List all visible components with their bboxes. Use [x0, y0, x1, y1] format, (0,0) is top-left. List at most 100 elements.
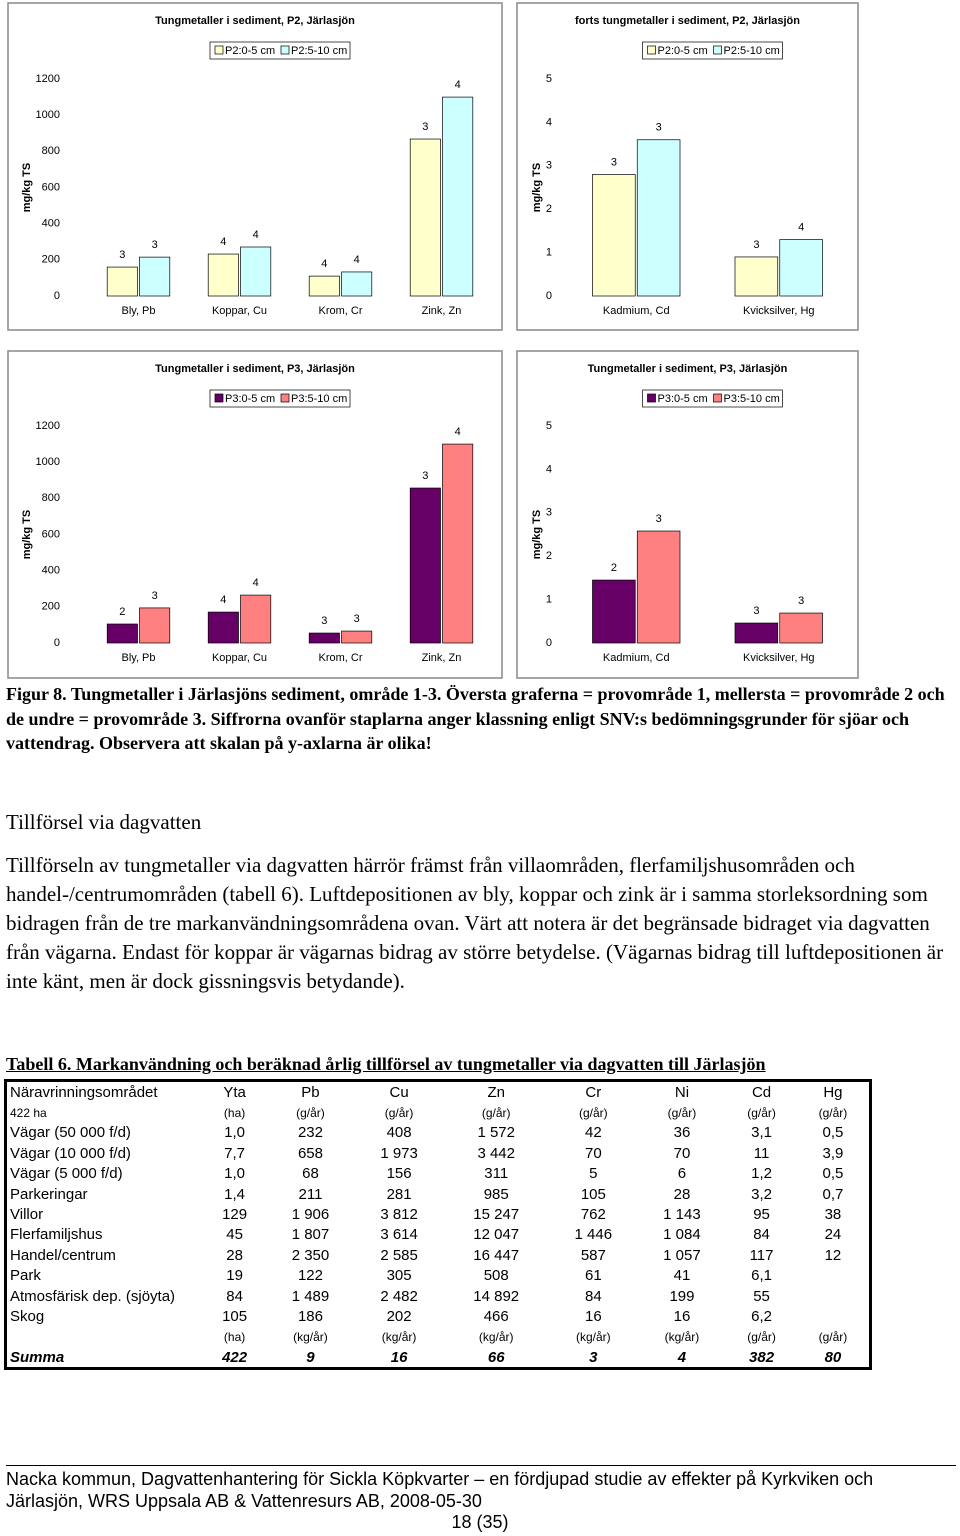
table-cell: Handel/centrum	[10, 1246, 116, 1264]
y-tick-label: 0	[546, 290, 552, 302]
table-cell: Pb	[301, 1083, 320, 1101]
legend-label: P2:5-10 cm	[724, 45, 780, 57]
y-tick-label: 0	[546, 637, 552, 649]
class-label: 3	[753, 239, 759, 251]
table: Näravrinningsområdet Yta Pb Cu Zn Cr Ni Cd Hg 422…	[4, 1079, 872, 1371]
table-cell: Hg	[823, 1083, 843, 1101]
table-cell: (g/år)	[384, 1105, 414, 1120]
bar	[207, 611, 239, 644]
table-cell: 1,0	[224, 1124, 245, 1142]
table-cell: 305	[386, 1267, 412, 1285]
table-cell: Vägar (10 000 f/d)	[10, 1144, 131, 1162]
table-cell: Näravrinningsområdet	[10, 1083, 158, 1101]
table-cell: (g/år)	[667, 1105, 697, 1120]
x-tick-label: Bly, Pb	[121, 652, 155, 664]
table-cell: (kg/år)	[664, 1329, 700, 1344]
class-label: 3	[354, 613, 360, 625]
table-cell: 84	[226, 1287, 243, 1305]
table-cell: (g/år)	[747, 1105, 776, 1120]
table-cell: 3,2	[751, 1185, 772, 1203]
y-tick-label: 3	[546, 160, 552, 172]
legend-label: P3:0-5 cm	[658, 393, 708, 405]
table-cell: Vägar (50 000 f/d)	[10, 1124, 131, 1142]
table-row: Villor 129 1 906 3 812 15 247 762 1 143 95 38	[6, 1204, 871, 1224]
table-cell: 0,5	[822, 1165, 844, 1183]
y-tick-label: 4	[546, 463, 552, 475]
table-cell: 84	[753, 1226, 770, 1244]
y-tick-label: 1	[546, 594, 552, 606]
table-cell: 658	[297, 1144, 323, 1162]
table-cell: 311	[484, 1165, 509, 1183]
x-tick-label: Kadmium, Cd	[603, 305, 670, 317]
class-label: 4	[455, 426, 461, 438]
x-tick-label: Koppar, Cu	[212, 305, 267, 317]
x-tick-label: Zink, Zn	[422, 652, 462, 664]
y-tick-label: 5	[546, 73, 552, 85]
table-cell: 985	[483, 1185, 509, 1203]
table-row: Vägar (5 000 f/d) 1,0 68 156 311 5 6 1,2 0,5	[6, 1164, 871, 1184]
footer-line: Järlasjön, WRS Uppsala AB & Vattenresurs…	[6, 1491, 482, 1511]
table-cell: 16	[584, 1307, 602, 1325]
table-cell: Cr	[585, 1083, 602, 1101]
class-label: 4	[455, 79, 461, 91]
y-tick-label: 600	[42, 528, 60, 540]
y-tick-label: 1000	[36, 456, 60, 468]
footer: Nacka kommun, Dagvattenhantering för Sic…	[6, 1465, 956, 1512]
table-cell: 422	[222, 1348, 248, 1366]
legend-label: P3:5-10 cm	[724, 393, 780, 405]
y-tick-label: 0	[54, 637, 60, 649]
bar	[779, 612, 823, 644]
table-row: Näravrinningsområdet Yta Pb Cu Zn Cr Ni Cd Hg	[6, 1081, 871, 1103]
table-cell: 3	[589, 1348, 598, 1366]
table-cell: Flerfamiljshus	[10, 1226, 103, 1244]
table-cell: 3 614	[380, 1226, 418, 1244]
table-cell: Ni	[674, 1083, 690, 1101]
table-cell	[797, 1266, 871, 1286]
class-label: 2	[119, 606, 125, 618]
table-cell: 84	[584, 1287, 602, 1305]
table-cell: 1,0	[224, 1165, 245, 1183]
footer-line: Nacka kommun, Dagvattenhantering för Sic…	[6, 1469, 874, 1489]
table-cell: 36	[673, 1124, 691, 1142]
table-cell: 1 143	[663, 1206, 701, 1224]
bar	[636, 530, 681, 644]
table-row: Parkeringar 1,4 211 281 985 105 28 3,2 0,7	[6, 1184, 871, 1204]
class-label: 3	[152, 590, 158, 602]
bar	[106, 266, 138, 297]
table-cell: 199	[669, 1287, 695, 1305]
table-cell: Zn	[487, 1083, 505, 1101]
y-tick-label: 5	[546, 420, 552, 432]
table-cell: 16 447	[473, 1246, 520, 1264]
chart-title: forts tungmetaller i sediment, P2, Järla…	[575, 15, 800, 27]
class-label: 3	[119, 249, 125, 261]
y-tick-label: 400	[42, 218, 60, 230]
table-cell: 1 572	[477, 1124, 515, 1142]
table-row: Park 19 122 305 508 61 41 6,1	[6, 1266, 871, 1286]
table-cell: 70	[584, 1144, 602, 1162]
class-label: 4	[354, 254, 360, 266]
chart-title: Tungmetaller i sediment, P2, Järlasjön	[155, 15, 355, 27]
class-label: 3	[753, 605, 759, 617]
table-cell: 28	[226, 1246, 243, 1264]
class-label: 4	[253, 229, 259, 241]
y-tick-label: 600	[42, 181, 60, 193]
table-cell: 587	[580, 1246, 606, 1264]
bar	[409, 138, 441, 297]
y-tick-label: 1	[546, 247, 552, 259]
class-label: 3	[422, 470, 428, 482]
table-cell: 80	[824, 1348, 842, 1366]
legend-swatch	[647, 45, 656, 55]
table-cell: (g/år)	[481, 1105, 511, 1120]
table-cell: Skog	[10, 1307, 45, 1325]
table-cell: (kg/år)	[478, 1329, 514, 1344]
table-cell: (ha)	[223, 1329, 246, 1344]
table-cell: 24	[824, 1226, 842, 1244]
table-cell: 28	[673, 1185, 691, 1203]
table-cell: 117	[749, 1246, 774, 1264]
table-cell: 382	[749, 1348, 775, 1366]
table-cell	[797, 1286, 871, 1306]
table-cell: (g/år)	[818, 1105, 848, 1120]
legend-swatch	[214, 393, 224, 403]
table-cell: 68	[302, 1165, 319, 1183]
table-cell: 408	[386, 1124, 412, 1142]
